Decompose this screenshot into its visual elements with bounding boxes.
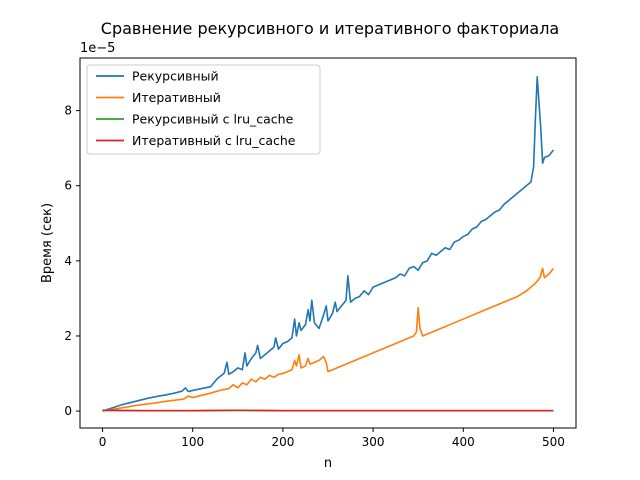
x-axis-label: n <box>324 456 332 471</box>
axes-frame <box>79 57 577 429</box>
x-tick-label: 100 <box>181 435 204 449</box>
x-tick-label: 200 <box>271 435 294 449</box>
legend-box <box>86 64 321 155</box>
y-tick-label: 2 <box>64 329 72 343</box>
x-tick-label: 500 <box>542 435 565 449</box>
y-tick-label: 4 <box>64 254 72 268</box>
legend-entry-3: Рекурсивный с lru_cache <box>132 112 294 127</box>
x-tick-label: 300 <box>362 435 385 449</box>
x-tick-label: 0 <box>99 435 107 449</box>
chart-title: Сравнение рекурсивного и итеративного фа… <box>101 19 559 38</box>
legend-entry-1: Рекурсивный <box>132 69 219 84</box>
series-layer <box>102 75 555 412</box>
legend-entry-2: Итеративный <box>132 90 221 105</box>
legend-entry-4: Итеративный с lru_cache <box>132 133 296 148</box>
series-line-2 <box>102 267 555 412</box>
x-axis: 0 100 200 300 400 500 <box>99 428 565 449</box>
legend: Рекурсивный Итеративный Рекурсивный с lru_… <box>86 64 321 155</box>
x-tick-label: 400 <box>452 435 475 449</box>
y-axis-label: Время (сек) <box>40 203 55 283</box>
y-tick-label: 0 <box>64 404 72 418</box>
y-tick-label: 8 <box>64 104 72 118</box>
y-tick-label: 6 <box>64 179 72 193</box>
y-scale-label: 1e−5 <box>80 41 115 56</box>
series-line-1 <box>102 75 555 412</box>
y-axis: 0 2 4 6 8 <box>64 104 80 418</box>
